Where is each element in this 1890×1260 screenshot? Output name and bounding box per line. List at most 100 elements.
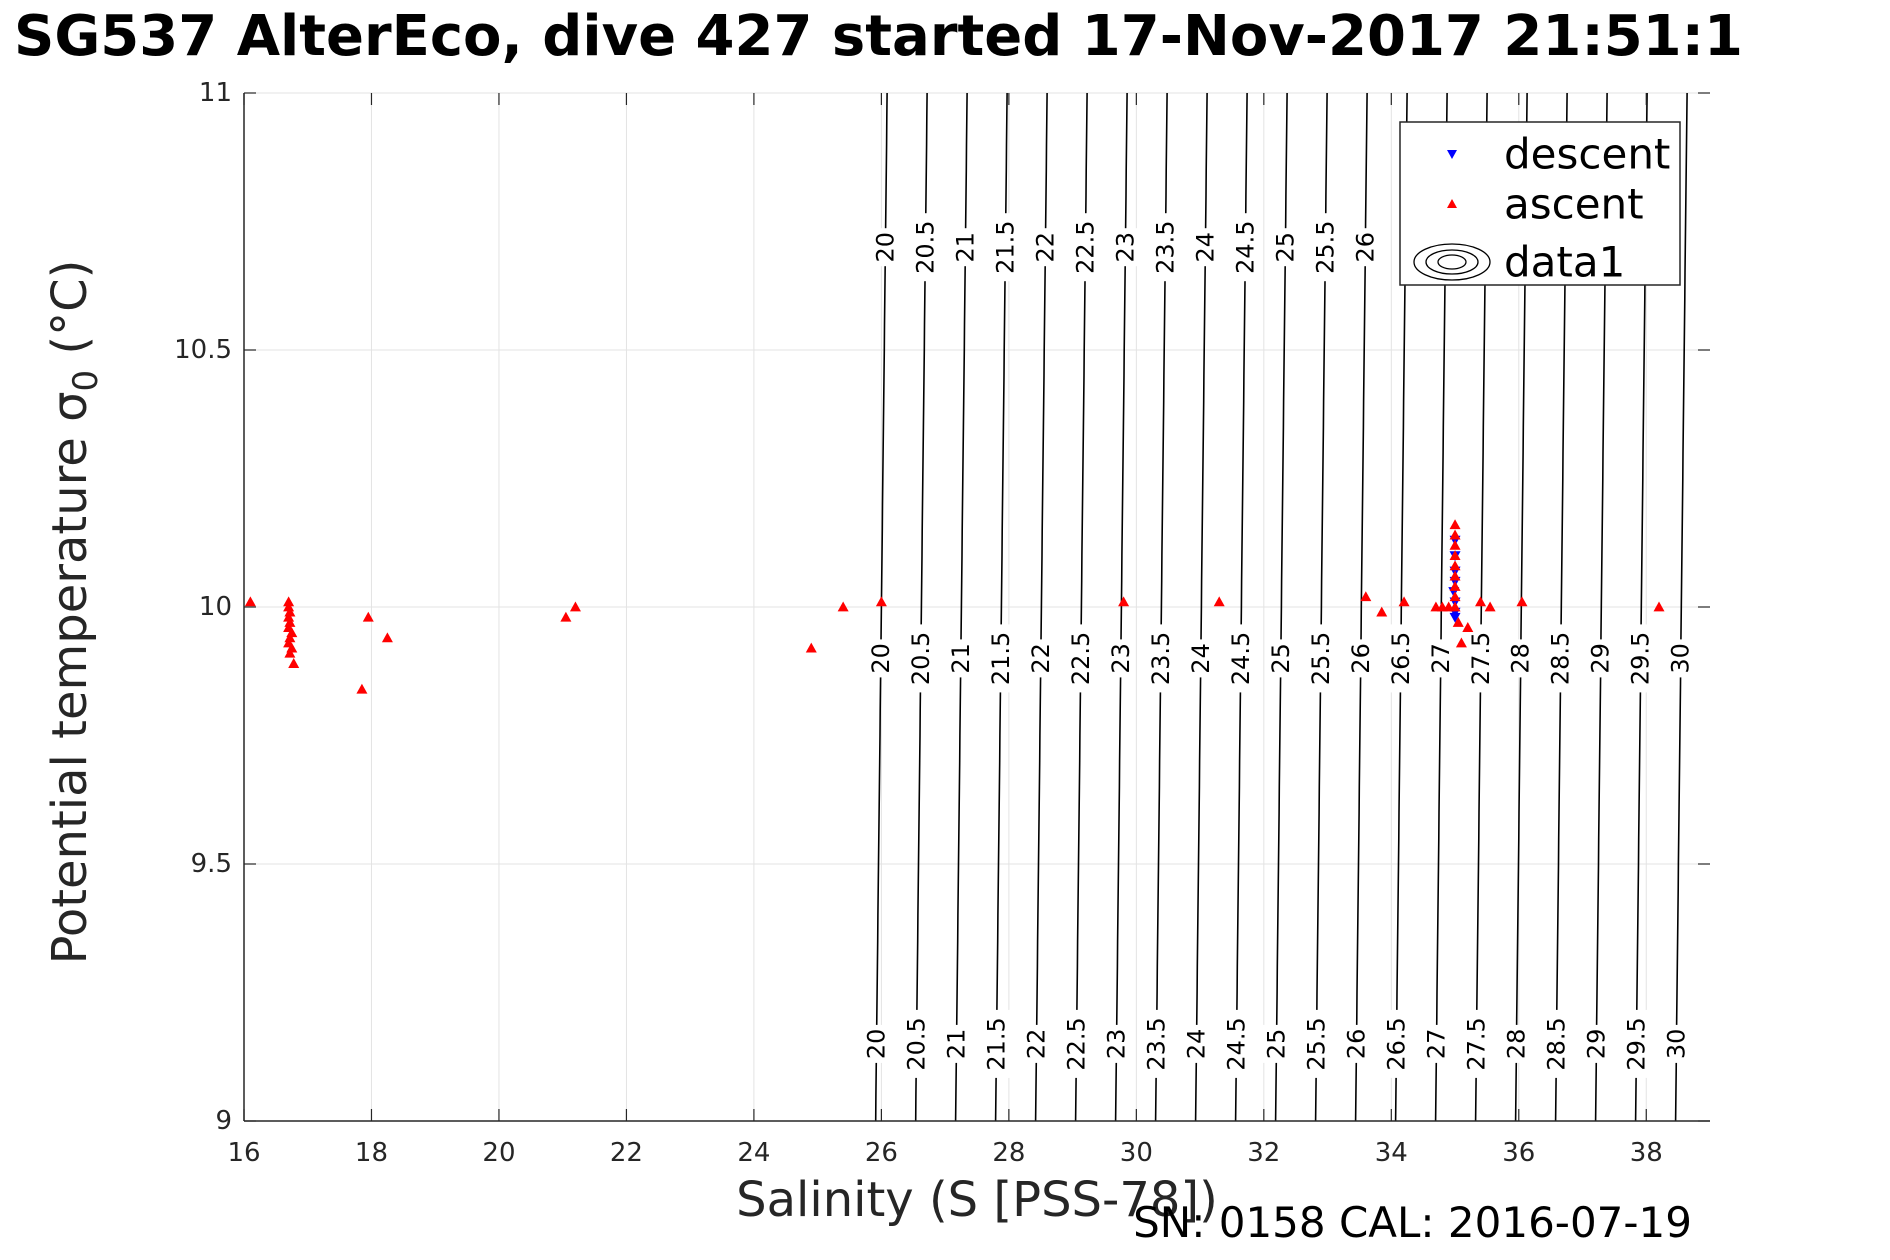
ascent-point [1475,596,1487,607]
contour-label: 23 [1111,232,1139,263]
y-tick-label: 9 [215,1106,232,1136]
contour-label-gap [1231,213,1260,282]
contour-label: 20.5 [911,220,939,273]
contour-label-gap [1151,213,1180,282]
legend-label: data1 [1504,238,1625,287]
contour-label: 28 [1502,1029,1530,1060]
contour-label-gap [986,624,1015,693]
ascent-point [1449,519,1461,530]
contour-label-gap [1271,228,1300,267]
contour-label: 23.5 [1142,1017,1170,1070]
contour-label-gap [1426,639,1455,678]
contour-label-gap [1346,639,1375,678]
ascent-point [560,611,572,622]
contour-label: 22.5 [1067,632,1095,685]
ascent-point [1118,596,1130,607]
ascent-point [875,596,887,607]
ascent-point [284,606,296,617]
ascent-point [1452,616,1464,627]
contour-label: 27.5 [1462,1017,1490,1070]
contour-label: 21.5 [991,220,1019,273]
contour-label: 24 [1187,643,1215,674]
contour-label-gap [1546,624,1575,693]
contour-label-gap [1582,1024,1611,1063]
contour-label-gap [1342,1024,1371,1063]
x-tick-label: 30 [1120,1138,1153,1168]
contour-label: 29.5 [1627,632,1655,685]
y-tick-label: 11 [199,78,232,108]
contour-label-gap [1351,228,1380,267]
contour-label: 23.5 [1151,220,1179,273]
x-tick-label: 20 [482,1138,515,1168]
contour-label-gap [1626,624,1655,693]
contour-label: 24 [1191,232,1219,263]
contour-label: 22.5 [1062,1017,1090,1070]
contour-label: 25 [1262,1029,1290,1060]
x-tick-label: 26 [865,1138,898,1168]
contour-label-gap [1462,1009,1491,1078]
x-tick-label: 34 [1375,1138,1408,1168]
contour-label-gap [1222,1009,1251,1078]
ascent-point [1449,591,1461,602]
contour-label: 21 [951,232,979,263]
contour-label: 26.5 [1387,632,1415,685]
contour-label-gap [1266,639,1295,678]
y-tick-label: 10 [199,592,232,622]
contour-label-gap [1102,1024,1131,1063]
contour-label-gap [1622,1009,1651,1078]
ascent-point [1449,560,1461,571]
ascent-point [283,611,295,622]
serial-calibration-footer: SN: 0158 CAL: 2016-07-19 [1133,1198,1692,1247]
y-axis-label: Potential temperature σ0 (°C) [42,259,106,965]
ascent-point [283,596,295,607]
contour-label-gap [991,213,1020,282]
contour-label: 25 [1271,232,1299,263]
contour-label: 22 [1031,232,1059,263]
contour-label-gap [862,1024,891,1063]
contour-label: 25.5 [1302,1017,1330,1070]
contour-label: 23 [1102,1029,1130,1060]
contour-label-gap [906,624,935,693]
legend-label: descent [1504,130,1670,179]
contour-label-gap [1542,1009,1571,1078]
contour-label: 28.5 [1547,632,1575,685]
x-tick-label: 38 [1630,1138,1663,1168]
legend-contour-marker [1437,254,1467,270]
contour-label-gap [1186,639,1215,678]
ascent-point [1449,580,1461,591]
contour-label: 28 [1507,643,1535,674]
ascent-point [1455,637,1467,648]
contour-label: 21 [947,643,975,674]
x-axis-label: Salinity (S [PSS-78]) [736,1172,1218,1228]
contour-label: 26 [1351,232,1379,263]
contour-label: 30 [1662,1029,1690,1060]
x-tick-label: 22 [610,1138,643,1168]
contour-label: 22 [1023,1029,1051,1060]
contour-label-gap [871,228,900,267]
x-tick-label: 32 [1247,1138,1280,1168]
x-tick-label: 18 [355,1138,388,1168]
contour-label: 22 [1027,643,1055,674]
contour-label: 25.5 [1311,220,1339,273]
x-tick-label: 28 [992,1138,1025,1168]
contour-label: 25.5 [1307,632,1335,685]
contour-label: 26 [1342,1029,1370,1060]
legend-box [1399,121,1681,286]
contour-label-gap [1302,1009,1331,1078]
contour-label-gap [1071,213,1100,282]
contour-label-gap [1182,1024,1211,1063]
ascent-point [356,683,368,694]
contour-label-gap [1666,639,1695,678]
contour-label-gap [1022,1024,1051,1063]
contour-label-gap [946,639,975,678]
contour-label-gap [951,228,980,267]
contour-label-gap [1262,1024,1291,1063]
contour-label-gap [1311,213,1340,282]
x-tick-label: 36 [1502,1138,1535,1168]
ascent-point [283,601,295,612]
legend-contour-marker [1425,249,1479,275]
ascent-point [1516,596,1528,607]
ascent-point [284,616,296,627]
